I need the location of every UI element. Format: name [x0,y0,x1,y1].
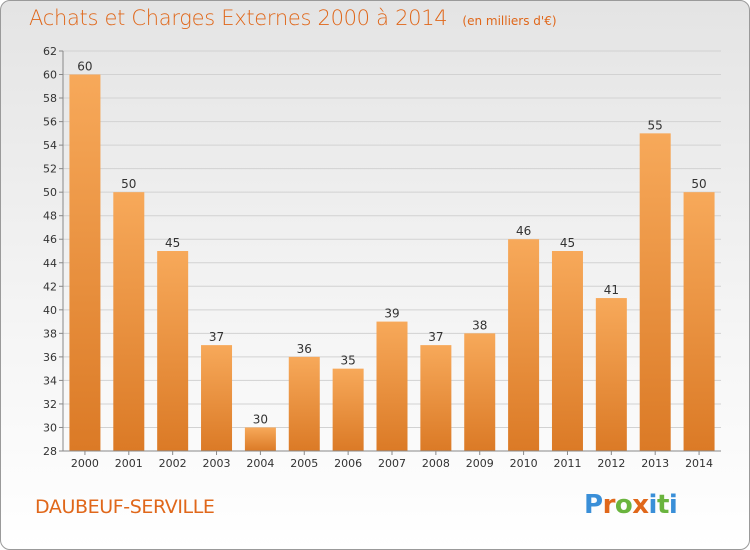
x-tick-label: 2002 [159,457,187,470]
chart-title-block: Achats et Charges Externes 2000 à 2014 (… [29,6,557,30]
logo-letter: x [632,490,649,520]
x-tick-label: 2000 [71,457,99,470]
bar-value-label: 45 [165,236,180,250]
y-tick-label: 56 [43,116,57,129]
x-tick-label: 2010 [510,457,538,470]
x-tick-label: 2009 [466,457,494,470]
bar [157,251,189,451]
y-tick-label: 60 [43,69,57,82]
bar [376,321,408,451]
logo-letter: t [656,490,669,520]
chart-unit: (en milliers d'€) [462,14,557,28]
bar [464,333,496,451]
y-tick-label: 36 [43,351,57,364]
bar-value-label: 35 [340,354,355,368]
proxiti-logo: Proxiti [584,490,678,520]
x-tick-label: 2008 [422,457,450,470]
bar-value-label: 60 [77,60,92,74]
bar [113,192,145,452]
y-tick-label: 62 [43,45,57,58]
x-tick-label: 2003 [203,457,231,470]
bar-value-label: 39 [384,307,399,321]
bar-value-label: 36 [297,342,312,356]
chart-title: Achats et Charges Externes 2000 à 2014 [29,6,448,30]
bar-value-label: 55 [648,118,663,132]
bar-value-label: 30 [253,412,268,426]
y-tick-label: 44 [43,257,57,270]
bar-value-label: 50 [121,177,136,191]
y-tick-label: 52 [43,163,57,176]
y-tick-label: 48 [43,210,57,223]
y-tick-label: 42 [43,280,57,293]
y-tick-label: 34 [43,374,57,387]
bar [551,251,583,451]
bar [244,427,276,451]
x-tick-label: 2001 [115,457,143,470]
x-tick-label: 2011 [553,457,581,470]
bar [201,345,233,451]
bar [332,368,364,451]
x-tick-label: 2004 [246,457,274,470]
y-tick-label: 46 [43,233,57,246]
x-tick-label: 2006 [334,457,362,470]
y-tick-label: 58 [43,92,57,105]
bar [420,345,452,451]
logo-letter: r [602,490,616,520]
bar-value-label: 37 [428,330,443,344]
bar [683,192,715,452]
logo-letter: o [614,490,633,520]
bar-value-label: 45 [560,236,575,250]
x-tick-label: 2005 [290,457,318,470]
bar-value-label: 41 [604,283,619,297]
bar [508,239,540,451]
bar [639,133,671,451]
y-tick-label: 50 [43,186,57,199]
x-tick-label: 2007 [378,457,406,470]
commune-name: DAUBEUF-SERVILLE [35,496,215,518]
y-tick-label: 28 [43,445,57,458]
y-tick-label: 40 [43,304,57,317]
x-tick-label: 2014 [685,457,713,470]
bar [69,74,101,451]
y-tick-label: 54 [43,139,57,152]
logo-letter: i [648,490,658,520]
x-tick-label: 2013 [641,457,669,470]
y-tick-label: 30 [43,421,57,434]
bar-value-label: 38 [472,318,487,332]
x-tick-label: 2012 [597,457,625,470]
bar-value-label: 46 [516,224,531,238]
bar-value-label: 50 [691,177,706,191]
logo-letter: P [584,490,603,520]
y-tick-label: 32 [43,398,57,411]
bar [288,356,320,451]
bar [595,298,627,451]
bar-value-label: 37 [209,330,224,344]
y-tick-label: 38 [43,327,57,340]
logo-letter: i [668,490,678,520]
